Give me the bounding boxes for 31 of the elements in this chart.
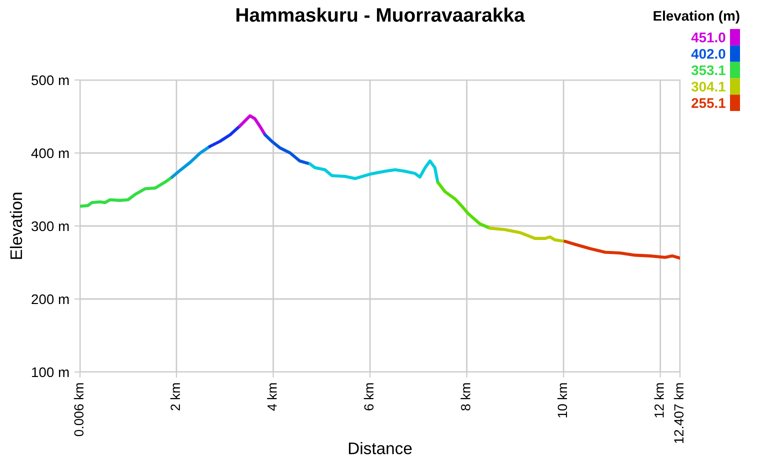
y-tick-label: 400 m xyxy=(31,148,69,158)
color-bar-label: 304.1 xyxy=(691,82,726,92)
x-tick-label: 6 km xyxy=(364,383,374,410)
line-series xyxy=(436,180,492,230)
y-tick-label: 300 m xyxy=(32,221,69,232)
x-tick-label: 4 km xyxy=(267,383,277,411)
color-bar-label: 451.0 xyxy=(691,32,726,42)
color-bar-label: 402.0 xyxy=(691,48,726,59)
x-tick-label: 12.407 km xyxy=(674,383,684,444)
line-series xyxy=(208,124,242,148)
color-bar-title: Elevation (m) xyxy=(654,10,740,24)
line-series xyxy=(308,160,440,184)
line-series xyxy=(263,133,312,166)
x-tick-label: 0.006 km xyxy=(74,383,84,436)
chart-title: Hammaskuru - Muorravaarakka xyxy=(236,8,525,22)
line-series xyxy=(80,176,174,208)
x-tick-label: 8 km xyxy=(460,383,470,410)
line-series xyxy=(238,114,267,136)
y-tick-label: 500 m xyxy=(32,75,69,86)
line-series xyxy=(563,240,680,260)
x-tick-label: 10 km xyxy=(557,383,568,418)
line-series xyxy=(488,226,567,243)
line-series xyxy=(170,144,212,179)
x-tick-label: 12 km xyxy=(654,383,664,418)
y-tick-label: 200 m xyxy=(32,294,69,304)
x-axis-title: Distance xyxy=(348,442,412,454)
color-bar-label: 255.1 xyxy=(692,98,726,108)
y-tick-label: 100 m xyxy=(32,367,69,378)
x-tick-label: 2 km xyxy=(170,383,180,410)
color-bar-label: 353.1 xyxy=(691,65,726,76)
y-axis-title: Elevation xyxy=(10,192,22,259)
